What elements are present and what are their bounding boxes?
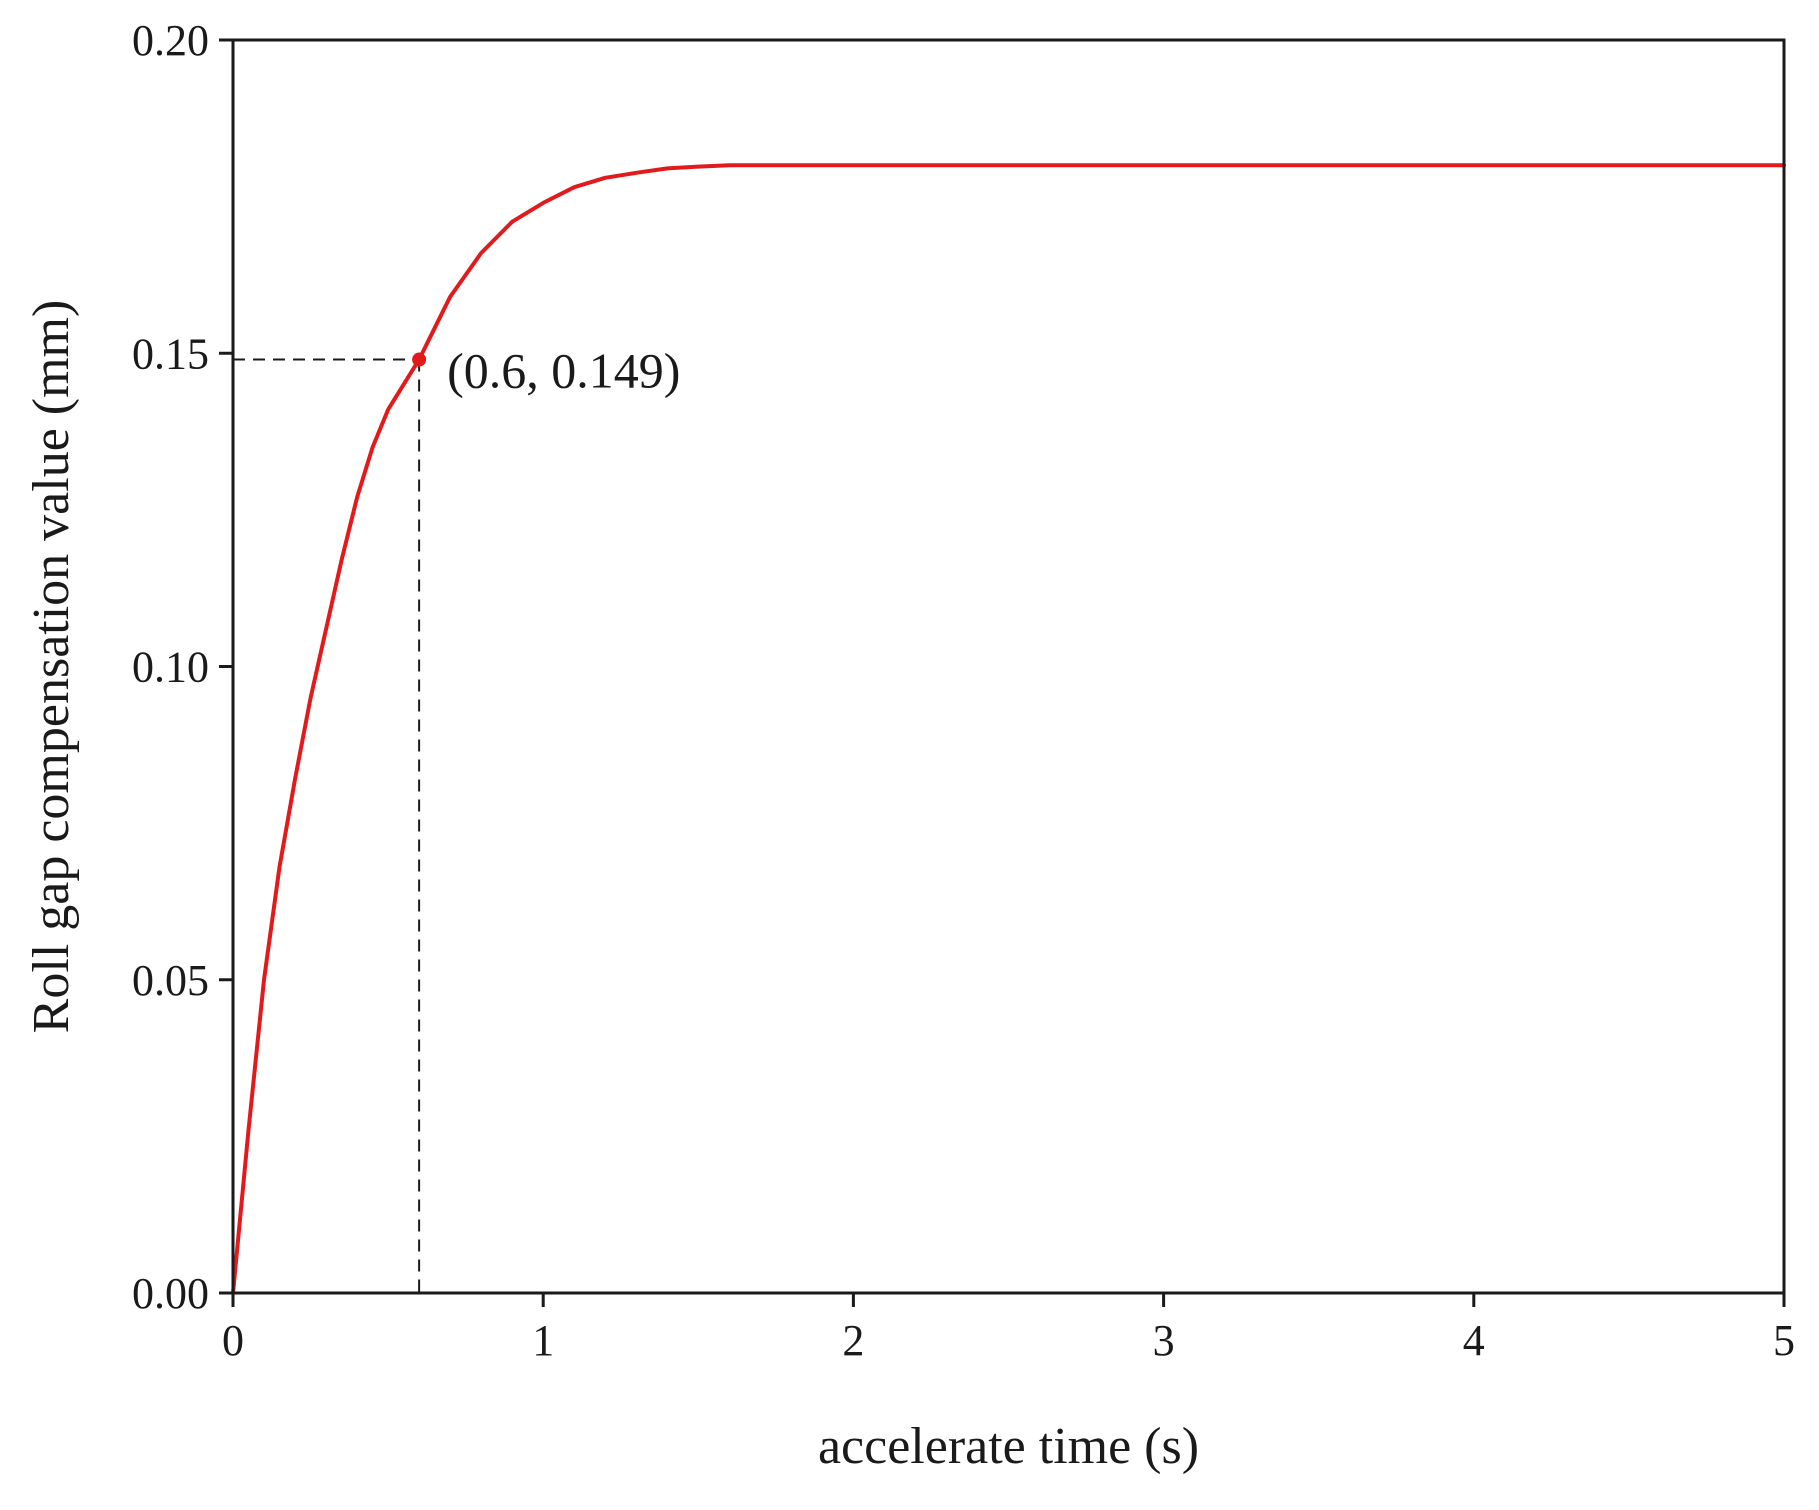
x-tick-label: 3 [1153, 1316, 1175, 1365]
y-tick-label: 0.00 [132, 1269, 209, 1318]
x-tick-label: 4 [1463, 1316, 1485, 1365]
series-layer [231, 163, 1786, 1295]
y-tick-label: 0.05 [132, 956, 209, 1005]
annotation-guides [233, 358, 421, 1293]
plot-frame [231, 38, 1786, 1295]
series-line [231, 163, 1786, 1295]
y-axis-label: Roll gap compensation value (mm) [23, 300, 80, 1034]
y-axis-ticks: 0.00 0.05 0.10 0.15 0.20 [132, 16, 233, 1318]
x-axis-label: accelerate time (s) [818, 1418, 1199, 1475]
x-tick-label: 5 [1773, 1316, 1795, 1365]
x-axis-ticks: 0 1 2 3 4 5 [222, 1293, 1795, 1365]
x-tick-label: 2 [842, 1316, 864, 1365]
x-tick-label: 1 [532, 1316, 554, 1365]
x-tick-label: 0 [222, 1316, 244, 1365]
annotation-label: (0.6, 0.149) [447, 343, 680, 399]
y-tick-label: 0.15 [132, 329, 209, 378]
y-tick-label: 0.10 [132, 643, 209, 692]
annotation-point [412, 352, 427, 367]
y-tick-label: 0.20 [132, 16, 209, 65]
